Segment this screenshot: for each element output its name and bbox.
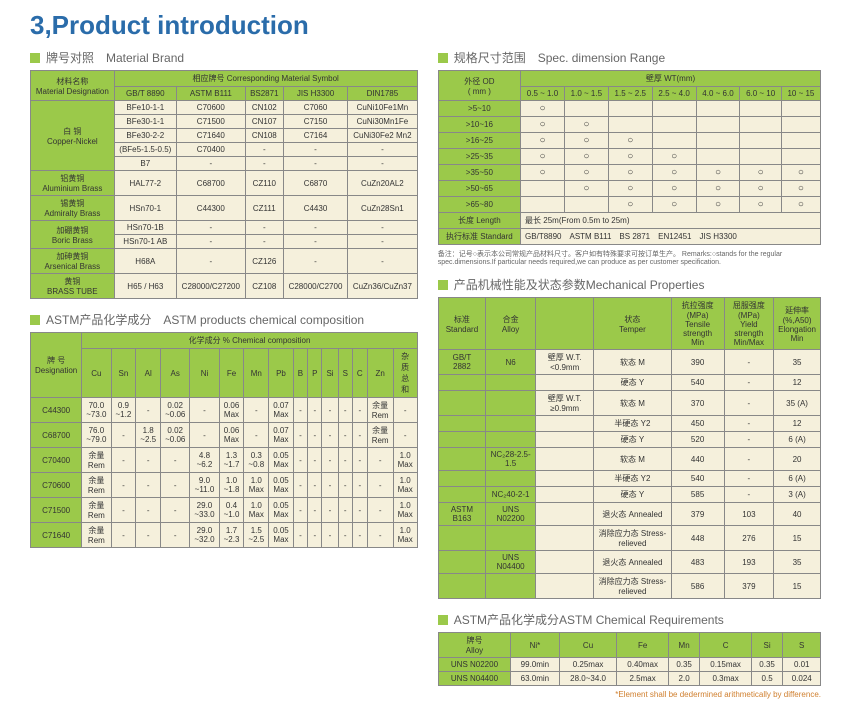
page-title: 3,Product introduction (30, 10, 821, 41)
spec-note: 备注：记号○表示本公司常规产品材料尺寸。客户如有特殊要求可按订单生产。 Rema… (438, 249, 821, 266)
section-astm-req: ASTM产品化学成分ASTM Chemical Requirements (438, 611, 821, 628)
section-chemical: ASTM产品化学成分 ASTM products chemical compos… (30, 311, 418, 328)
spec-table: 外径 OD( mm )壁厚 WT(mm)0.5 ~ 1.01.0 ~ 1.51.… (438, 70, 821, 245)
material-brand-table: 材料名称Material Designation相应牌号 Correspondi… (30, 70, 418, 299)
astm-req-footnote: *Element shall be dedermined arithmetica… (438, 690, 821, 699)
section-material-brand: 牌号对照 Material Brand (30, 49, 418, 66)
mechanical-table: 标准Standard合金Alloy状态Temper抗拉强度(MPa)Tensil… (438, 297, 821, 599)
section-spec: 规格尺寸范围 Spec. dimension Range (438, 49, 821, 66)
section-mechanical: 产品机械性能及状态参数Mechanical Properties (438, 276, 821, 293)
chemical-table: 牌 号Designation化学成分 % Chemical compositio… (30, 332, 418, 548)
astm-req-table: 牌号AlloyNi*CuFeMnCSiSUNS N0220099.0min0.2… (438, 632, 821, 686)
